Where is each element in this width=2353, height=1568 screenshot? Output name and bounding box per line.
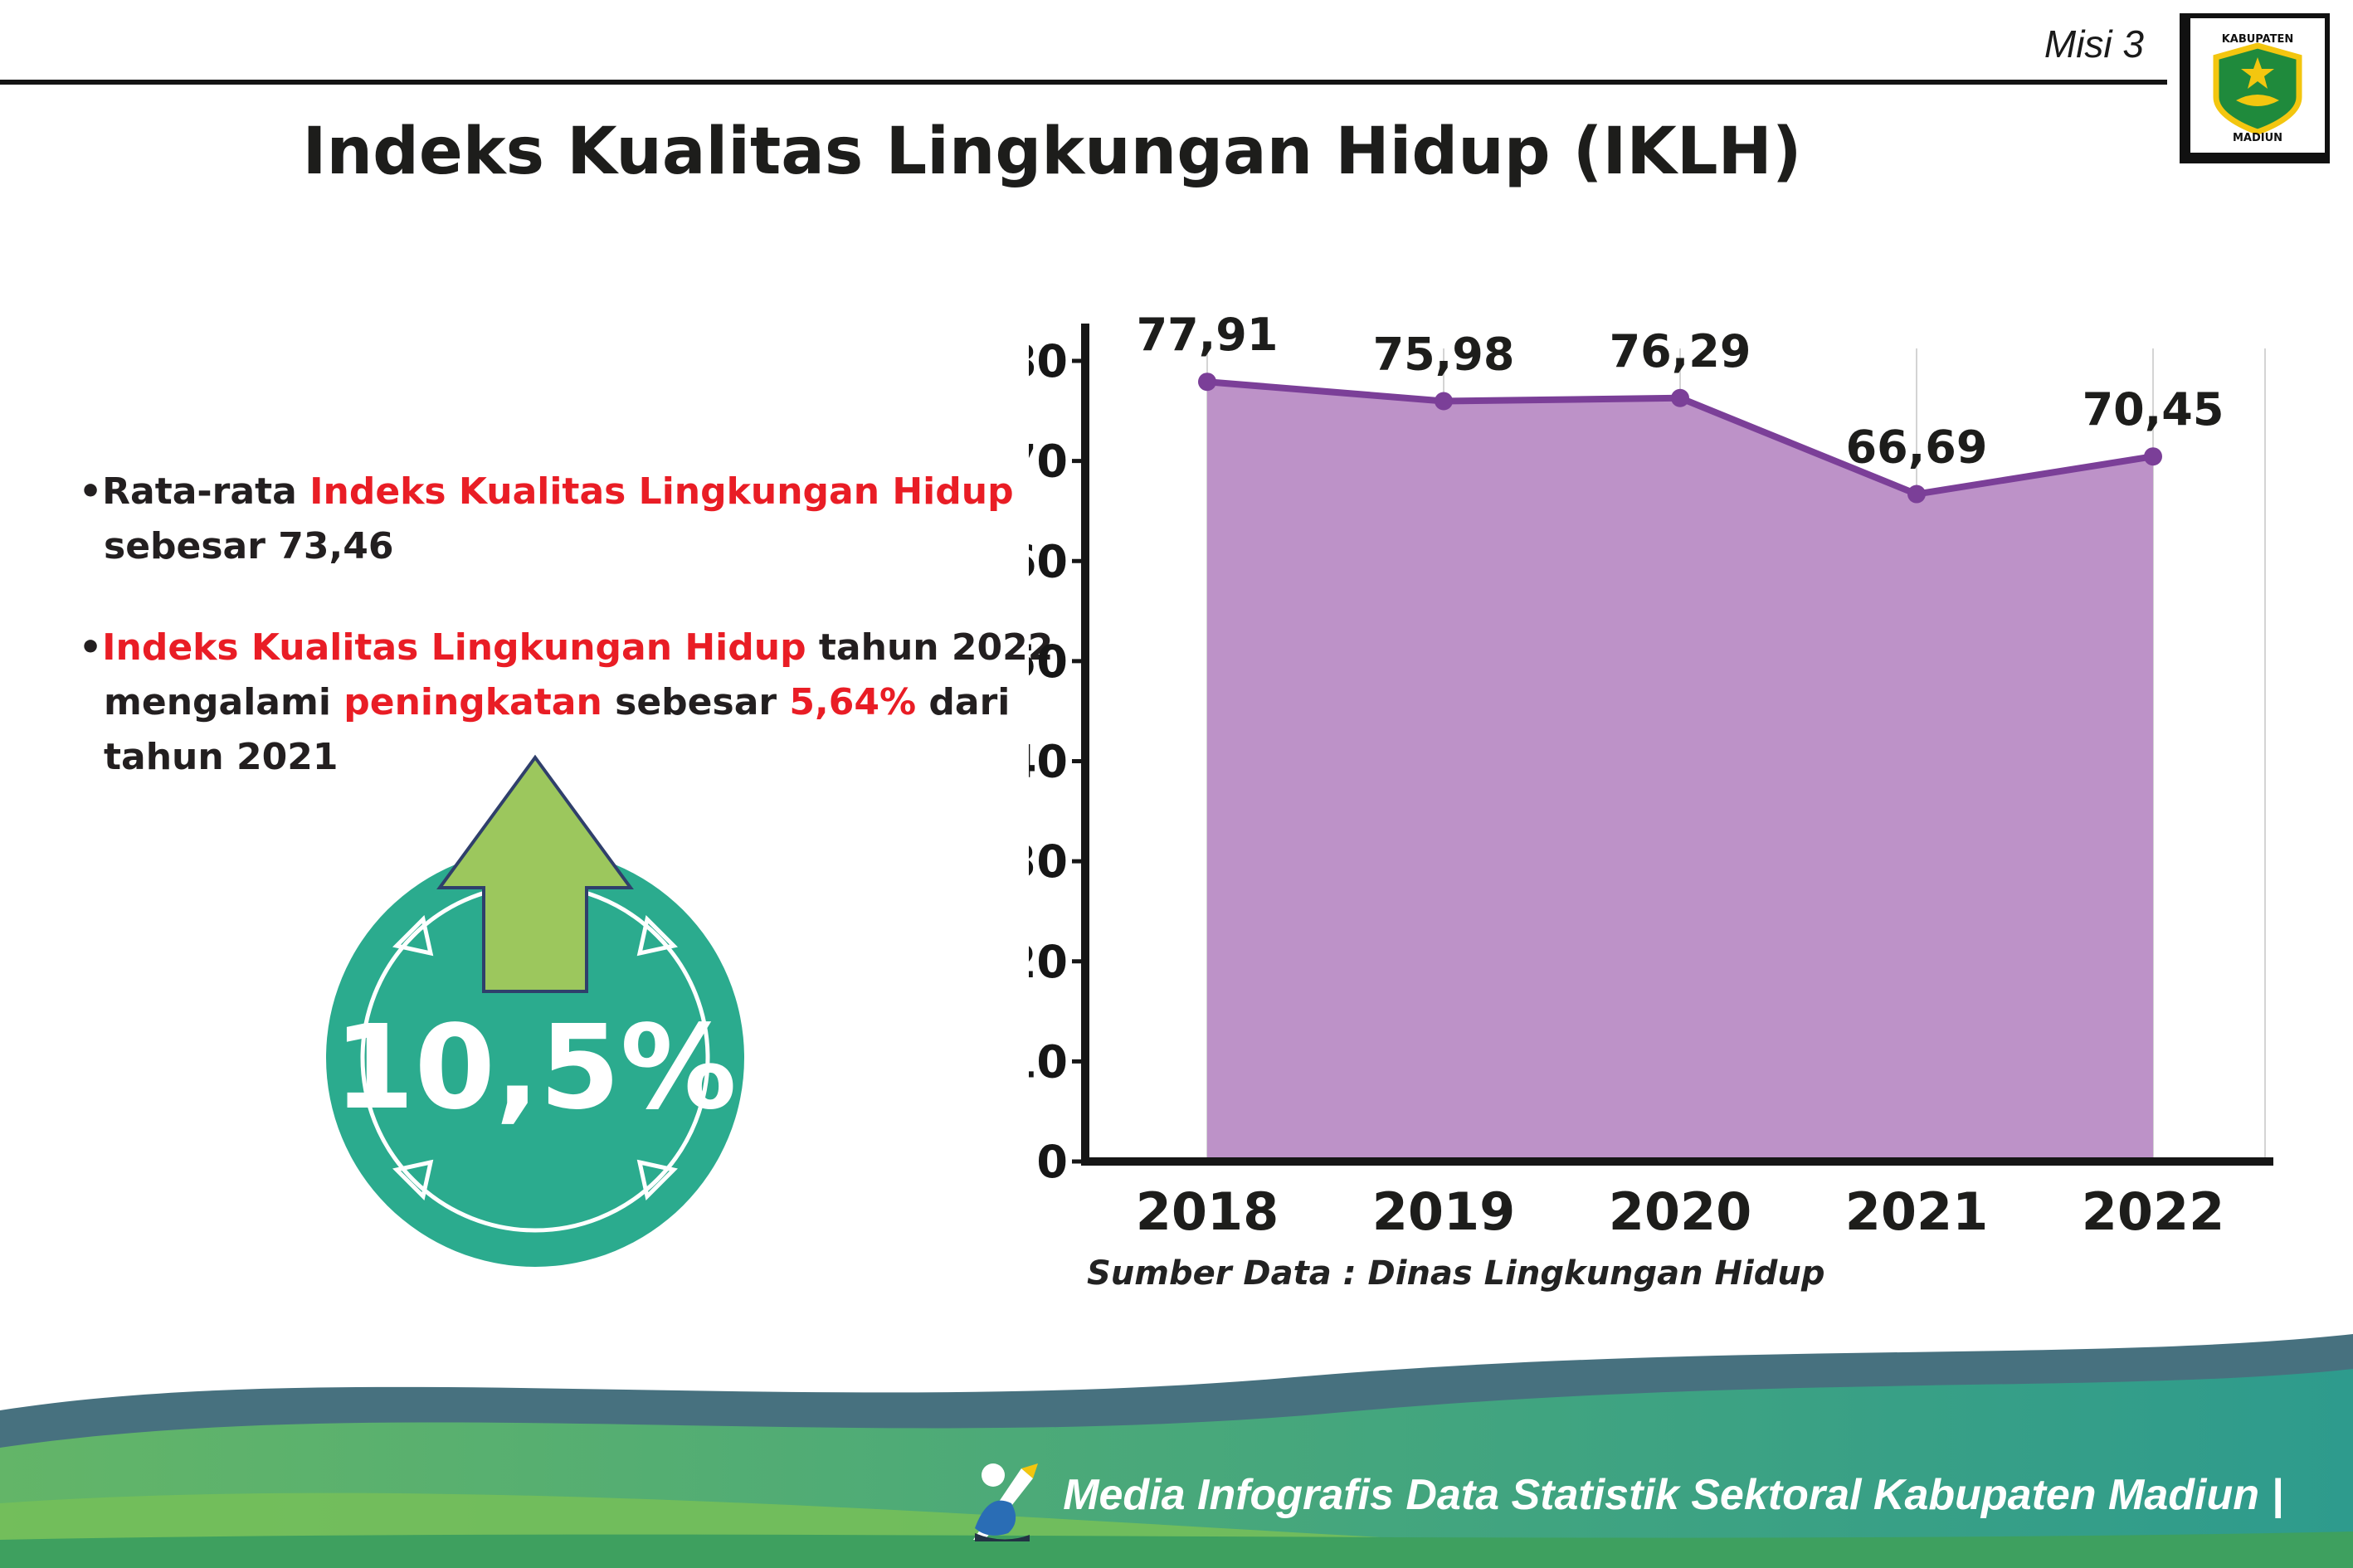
svg-text:50: 50 <box>1029 635 1068 688</box>
crest-star <box>2241 57 2274 89</box>
footer-credit: Media Infografis Data Statistik Sektoral… <box>960 1445 2283 1545</box>
ring-notch-nw <box>392 915 434 957</box>
svg-text:30: 30 <box>1029 835 1068 888</box>
mascot-pencil-tip <box>1021 1463 1039 1478</box>
footer-wave-bottom <box>0 1531 2353 1568</box>
data-source-note: Sumber Data : Dinas Lingkungan Hidup <box>1087 1254 1825 1293</box>
page-title: Indeks Kualitas Lingkungan Hidup (IKLH) <box>302 114 1802 189</box>
misi-label: Misi 3 <box>2044 22 2144 66</box>
bullet-text: tahun 2022 mengalami <box>104 626 1054 723</box>
mascot-head <box>982 1463 1006 1487</box>
svg-text:20: 20 <box>1029 936 1068 988</box>
writer-mascot-icon <box>973 1463 1039 1541</box>
svg-text:75,98: 75,98 <box>1373 328 1515 380</box>
bullet-text-highlight: 5,64% <box>789 681 917 723</box>
bullet-text: sebesar <box>602 681 790 723</box>
percentage-badge-graphic: 10,5% <box>326 754 744 1267</box>
logo-bottom-text: MADIUN <box>2233 132 2282 142</box>
crest-shield <box>2213 42 2302 135</box>
ring-notch-sw <box>392 1159 434 1200</box>
ring-notch-se <box>636 1159 678 1200</box>
kabupaten-madiun-crest-icon: KABUPATEN MADIUN <box>2213 33 2302 142</box>
bullet-text: sebesar 73,46 <box>104 525 394 567</box>
bullet-text-highlight: Indeks Kualitas Lingkungan Hidup <box>309 470 1014 513</box>
arrow-up-icon <box>436 754 634 993</box>
svg-text:2020: 2020 <box>1609 1181 1752 1242</box>
svg-text:2018: 2018 <box>1136 1181 1279 1242</box>
svg-text:66,69: 66,69 <box>1846 421 1988 474</box>
summary-bullets: •Rata-rata Indeks Kualitas Lingkungan Hi… <box>79 465 1058 831</box>
header-rule <box>0 80 2167 85</box>
svg-text:2021: 2021 <box>1845 1181 1989 1242</box>
bullet-text-highlight: Indeks Kualitas Lingkungan Hidup <box>102 626 806 669</box>
ring-notch-ne <box>636 915 678 957</box>
mascot-body <box>975 1500 1016 1536</box>
footer-waves <box>0 1334 2353 1568</box>
crest-ribbon <box>2236 95 2279 106</box>
logo-top-text: KABUPATEN <box>2222 33 2294 46</box>
svg-text:77,91: 77,91 <box>1137 309 1279 361</box>
svg-text:80: 80 <box>1029 335 1068 387</box>
footer-credit-text: Media Infografis Data Statistik Sektoral… <box>1063 1471 2283 1519</box>
svg-text:60: 60 <box>1029 535 1068 587</box>
svg-text:0: 0 <box>1036 1136 1068 1188</box>
bullet-text: Rata-rata <box>102 470 310 513</box>
mascot-base <box>975 1533 1030 1541</box>
area-chart-canvas: 0 10 20 30 40 50 60 70 80 77,91 75,98 76,29 66,69 70,… <box>1006 309 2273 1242</box>
svg-text:70,45: 70,45 <box>2083 383 2224 436</box>
svg-text:40: 40 <box>1029 736 1068 788</box>
bullet-average-iklh: •Rata-rata Indeks Kualitas Lingkungan Hi… <box>79 470 1014 567</box>
svg-text:76,29: 76,29 <box>1610 325 1751 377</box>
increase-percentage-badge: 10,5% <box>319 743 751 1282</box>
kabupaten-madiun-logo: KABUPATEN MADIUN <box>2180 13 2330 163</box>
svg-text:2022: 2022 <box>2082 1181 2225 1242</box>
svg-text:2019: 2019 <box>1372 1181 1516 1242</box>
bullet-increase-2022: •Indeks Kualitas Lingkungan Hidup tahun … <box>79 626 1054 778</box>
bullet-text: dari tahun 2021 <box>104 681 1011 778</box>
bullet-text-highlight: peningkatan <box>343 681 602 723</box>
svg-text:70: 70 <box>1029 436 1068 488</box>
iklh-area-chart: 0 10 20 30 40 50 60 70 80 77,91 75,98 76,29 66,69 70,… <box>1006 299 2290 1344</box>
svg-text:10: 10 <box>1029 1035 1068 1088</box>
badge-value: 10,5% <box>334 1001 737 1136</box>
